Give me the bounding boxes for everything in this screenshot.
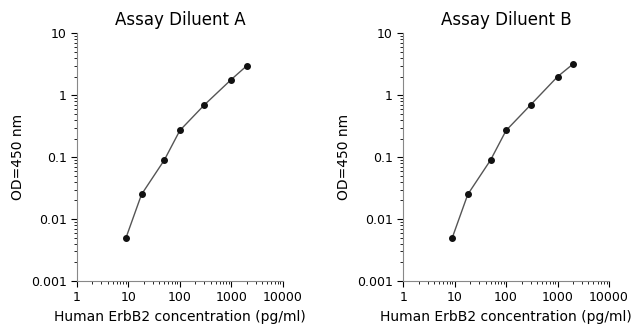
Title: Assay Diluent B: Assay Diluent B	[441, 11, 572, 29]
Y-axis label: OD=450 nm: OD=450 nm	[11, 114, 25, 200]
Y-axis label: OD=450 nm: OD=450 nm	[337, 114, 351, 200]
X-axis label: Human ErbB2 concentration (pg/ml): Human ErbB2 concentration (pg/ml)	[54, 310, 306, 324]
X-axis label: Human ErbB2 concentration (pg/ml): Human ErbB2 concentration (pg/ml)	[380, 310, 632, 324]
Title: Assay Diluent A: Assay Diluent A	[115, 11, 245, 29]
